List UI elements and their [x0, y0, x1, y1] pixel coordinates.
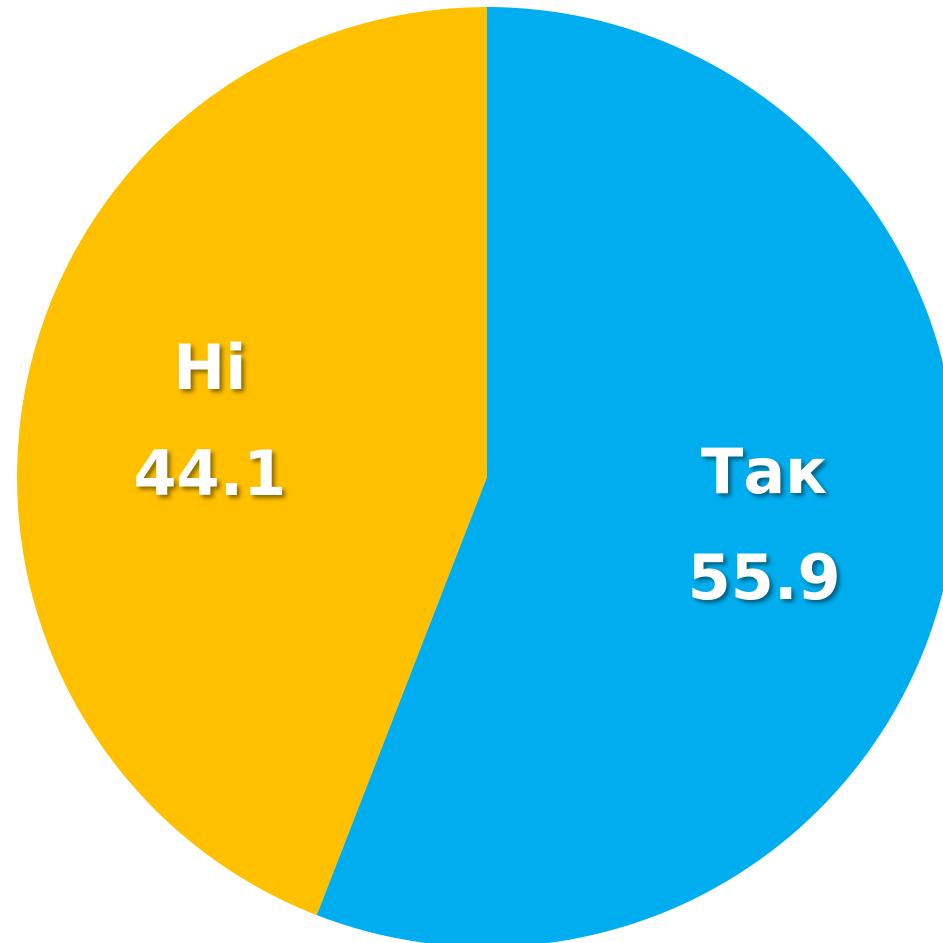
slice-category-label: Ні [173, 331, 246, 404]
pie-slice [17, 7, 487, 916]
slice-value-label: 55.9 [688, 541, 841, 614]
slice-value-label: 44.1 [133, 437, 286, 510]
pie-slice [316, 7, 943, 943]
slice-category-label: Так [701, 435, 827, 508]
